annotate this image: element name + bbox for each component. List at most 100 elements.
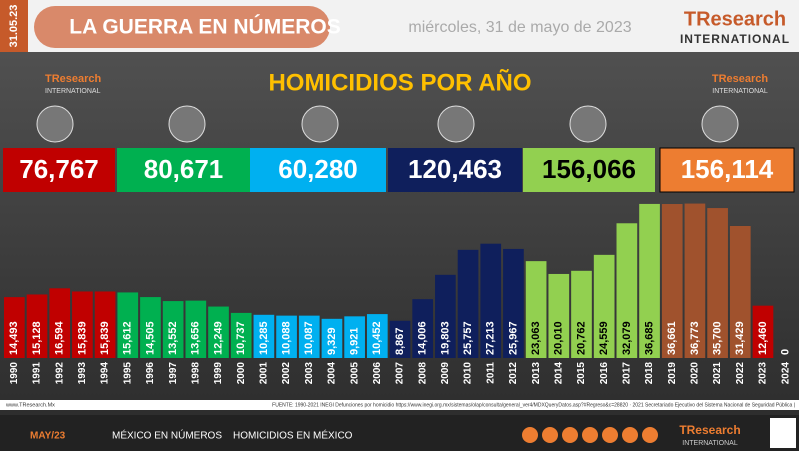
period-total: 60,280 (278, 154, 358, 184)
bar (412, 299, 434, 358)
period-total: 120,463 (408, 154, 502, 184)
x-tick-label: 2019 (667, 362, 678, 385)
value-label: 10,452 (371, 321, 383, 355)
value-label: 24,559 (598, 321, 610, 355)
x-tick-label: 1995 (122, 362, 133, 385)
bar (661, 204, 683, 358)
footer-brand: TResearch (679, 423, 740, 437)
value-label: 36,661 (666, 321, 678, 355)
value-label: 10,088 (280, 321, 292, 355)
value-label: 10,285 (258, 321, 270, 355)
footer-month[interactable]: MAY/23 (30, 431, 66, 442)
bar (49, 288, 71, 358)
value-label: 25,967 (507, 321, 519, 355)
x-tick-label: 2008 (417, 362, 428, 385)
value-label: 12,460 (757, 321, 769, 355)
x-tick-label: 2011 (485, 362, 496, 384)
bar (548, 273, 570, 358)
bar (26, 294, 48, 358)
x-tick-label: 2017 (621, 362, 632, 385)
value-label: 20,762 (575, 321, 587, 355)
period-total-box (117, 148, 250, 192)
chart-title: HOMICIDIOS POR AÑO (268, 68, 531, 96)
bar (321, 318, 343, 358)
x-tick-label: 2016 (599, 362, 610, 385)
value-label: 10,737 (235, 321, 247, 355)
value-label: 27,213 (485, 321, 497, 355)
bar (276, 315, 297, 358)
footer-link[interactable]: HOMICIDIOS EN MÉXICO (233, 429, 353, 442)
value-label: 0 (780, 349, 792, 355)
x-tick-label: 2000 (236, 362, 247, 385)
value-label: 32,079 (621, 321, 633, 355)
bar (389, 320, 411, 358)
x-tick-label: 2003 (304, 362, 315, 385)
footer-brand-sub: INTERNATIONAL (682, 440, 738, 447)
x-tick-label: 1999 (213, 362, 224, 385)
brand-sub: INTERNATIONAL (680, 32, 790, 46)
value-label: 20,010 (553, 321, 565, 355)
x-tick-label: 2002 (281, 362, 292, 385)
bar (72, 291, 93, 358)
x-tick-label: 2012 (508, 362, 519, 385)
value-label: 9,329 (326, 327, 338, 355)
period-total: 156,066 (542, 154, 636, 184)
x-tick-label: 1996 (145, 362, 156, 385)
bar (684, 203, 706, 358)
logo-right: TResearch (712, 73, 769, 85)
value-label: 15,128 (31, 321, 43, 355)
x-tick-label: 2001 (259, 362, 270, 385)
value-label: 14,493 (8, 321, 20, 355)
value-label: 23,063 (530, 321, 542, 355)
bar (707, 208, 728, 358)
x-tick-label: 2014 (553, 362, 564, 385)
social-icons (522, 427, 658, 443)
bar (94, 291, 116, 358)
x-tick-label: 1992 (54, 362, 65, 385)
bar (435, 274, 456, 358)
value-label: 19,803 (439, 321, 451, 355)
value-label: 9,921 (349, 327, 361, 355)
period-total-box (250, 148, 386, 192)
brand: TResearch (684, 8, 786, 30)
value-label: 15,612 (122, 321, 134, 355)
x-tick-label: 1998 (190, 362, 201, 385)
value-label: 15,839 (99, 321, 111, 355)
period-total: 156,114 (681, 154, 774, 184)
x-tick-label: 2024 (780, 362, 791, 385)
site: www.TResearch.Mx (5, 402, 55, 408)
period-total-box (523, 148, 655, 192)
x-tick-label: 2023 (758, 362, 769, 385)
x-tick-label: 2006 (372, 362, 383, 385)
x-tick-label: 2004 (327, 362, 338, 385)
x-tick-label: 1997 (168, 362, 179, 385)
portraits (36, 105, 739, 143)
source: FUENTE: 1990-2021 INEGI Defunciones por … (272, 402, 795, 408)
bar (729, 225, 751, 358)
footer-bg (0, 415, 799, 451)
bar (593, 254, 615, 358)
bar (752, 305, 774, 358)
footer-link[interactable]: MÉXICO EN NÚMEROS (112, 429, 222, 442)
bar (162, 301, 184, 358)
value-label: 31,429 (734, 321, 746, 355)
x-tick-label: 2013 (531, 362, 542, 385)
value-label: 35,700 (712, 321, 724, 355)
period-total-box (659, 147, 795, 193)
x-tick-label: 1991 (32, 362, 43, 385)
value-label: 8,867 (394, 327, 406, 355)
bar (480, 243, 502, 358)
date-tag-bg (0, 0, 28, 52)
x-tick-label: 2005 (349, 362, 360, 385)
bar (344, 316, 365, 358)
x-tick-label: 1993 (77, 362, 88, 385)
bar (4, 297, 25, 358)
period-total-box (388, 148, 522, 192)
value-label: 16,594 (54, 320, 66, 355)
x-tick-label: 1994 (100, 362, 111, 385)
bar (571, 270, 592, 358)
date: miércoles, 31 de mayo de 2023 (408, 19, 631, 36)
value-label: 15,839 (76, 321, 88, 355)
bar (639, 203, 660, 358)
bar (525, 261, 547, 358)
